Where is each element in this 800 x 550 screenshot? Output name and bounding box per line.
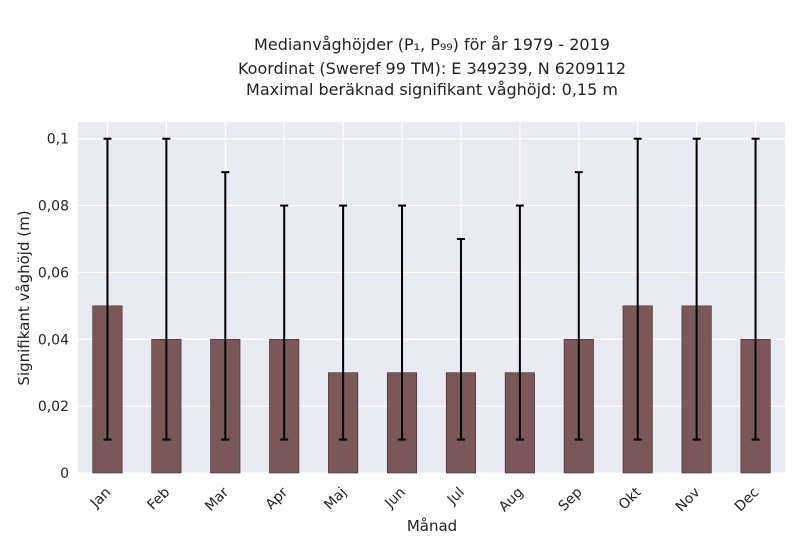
error-bar-maj (339, 204, 348, 441)
x-tick-label: Dec (732, 485, 762, 515)
error-bar-jul (456, 238, 465, 441)
x-tick-label: Jun (381, 485, 408, 512)
x-axis-label: Månad (407, 517, 457, 535)
y-tick-label: 0,04 (38, 332, 69, 348)
error-bar-dec (751, 137, 760, 441)
plot-area (78, 122, 785, 473)
x-tick-label: Jan (87, 485, 114, 512)
x-tick-label: Aug (496, 485, 527, 516)
x-tick-label: Mar (202, 484, 232, 514)
error-bars (103, 137, 760, 441)
y-tick-labels: 0 0,02 0,04 0,06 0,08 0,1 (38, 132, 69, 482)
x-tick-labels: Jan Feb Mar Apr Maj Jun Jul Aug Sep Okt Nov Dec (87, 484, 762, 515)
x-tick-label: Nov (673, 485, 704, 516)
error-bar-apr (280, 204, 289, 441)
chart-title-line-3: Maximal beräknad signifikant våghöjd: 0,… (246, 80, 618, 99)
y-axis-label: Signifikant våghöjd (m) (15, 210, 33, 385)
error-bar-okt (633, 137, 642, 441)
error-bar-nov (692, 137, 701, 441)
y-tick-label: 0,06 (38, 265, 69, 281)
x-tick-label: Feb (144, 484, 173, 513)
x-tick-label: Apr (263, 484, 292, 513)
y-tick-label: 0,02 (38, 399, 69, 415)
x-tick-label: Maj (321, 485, 350, 514)
y-tick-label: 0 (60, 466, 69, 482)
error-bar-aug (515, 204, 524, 441)
x-tick-label: Sep (556, 484, 586, 514)
error-bar-feb (162, 137, 171, 441)
error-bar-sep (574, 171, 583, 441)
chart-title-line-1: Medianvåghöjder (P₁, P₉₉) för år 1979 - … (254, 35, 610, 54)
chart-title-line-2: Koordinat (Sweref 99 TM): E 349239, N 62… (237, 59, 627, 78)
error-bar-mar (221, 171, 230, 441)
y-tick-label: 0,08 (38, 199, 69, 215)
error-bar-jun (398, 204, 407, 441)
x-tick-label: Jul (444, 485, 468, 509)
x-tick-label: Okt (616, 484, 645, 513)
error-bar-jan (103, 137, 112, 441)
y-tick-label: 0,1 (47, 132, 69, 148)
